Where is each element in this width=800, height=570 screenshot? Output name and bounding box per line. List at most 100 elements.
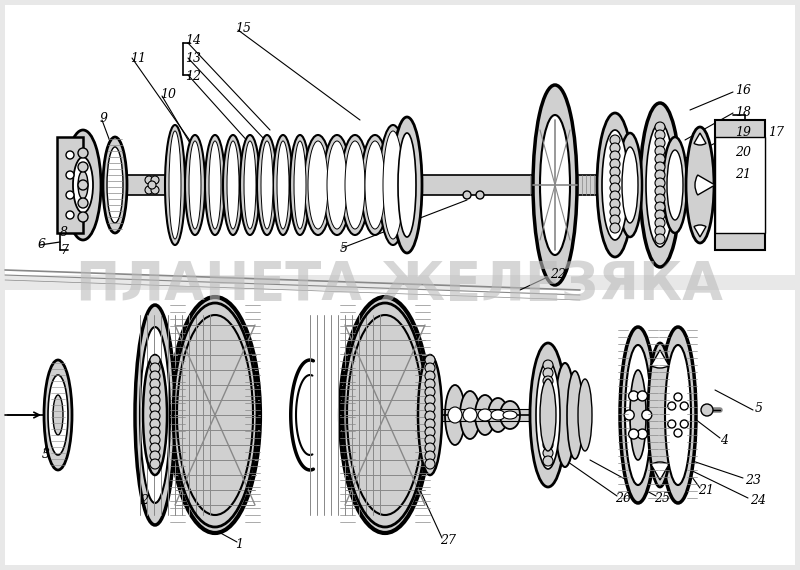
- Ellipse shape: [500, 401, 520, 429]
- Circle shape: [680, 420, 688, 428]
- Ellipse shape: [323, 135, 351, 235]
- Ellipse shape: [365, 141, 385, 229]
- Wedge shape: [651, 350, 669, 368]
- Circle shape: [610, 167, 620, 177]
- Wedge shape: [651, 462, 669, 480]
- Ellipse shape: [530, 343, 566, 487]
- Circle shape: [655, 218, 665, 228]
- Ellipse shape: [540, 379, 556, 451]
- Circle shape: [425, 451, 435, 461]
- Ellipse shape: [491, 410, 505, 420]
- Ellipse shape: [177, 315, 253, 515]
- Ellipse shape: [383, 131, 403, 239]
- Circle shape: [150, 427, 160, 437]
- Text: 20: 20: [735, 146, 751, 160]
- Ellipse shape: [536, 361, 560, 469]
- Ellipse shape: [73, 157, 93, 213]
- Circle shape: [610, 159, 620, 169]
- Ellipse shape: [398, 133, 416, 237]
- Text: 8: 8: [60, 226, 68, 238]
- Text: 3: 3: [42, 449, 50, 462]
- Ellipse shape: [294, 141, 306, 229]
- Ellipse shape: [665, 345, 691, 485]
- FancyBboxPatch shape: [80, 175, 750, 195]
- Ellipse shape: [475, 395, 495, 435]
- Circle shape: [463, 191, 471, 199]
- Text: 14: 14: [185, 34, 201, 47]
- Circle shape: [151, 186, 159, 194]
- Circle shape: [543, 368, 553, 378]
- Circle shape: [150, 371, 160, 381]
- Ellipse shape: [170, 297, 260, 533]
- Ellipse shape: [273, 135, 293, 235]
- Ellipse shape: [135, 305, 175, 525]
- Ellipse shape: [227, 141, 239, 229]
- Circle shape: [425, 355, 435, 365]
- Circle shape: [674, 393, 682, 401]
- Text: 10: 10: [160, 88, 176, 101]
- Ellipse shape: [555, 363, 575, 467]
- Ellipse shape: [205, 135, 225, 235]
- Ellipse shape: [602, 130, 628, 240]
- Ellipse shape: [340, 297, 430, 533]
- Ellipse shape: [445, 385, 465, 445]
- Text: 4: 4: [720, 434, 728, 446]
- Circle shape: [78, 162, 88, 172]
- Text: 21: 21: [735, 168, 751, 181]
- Wedge shape: [694, 225, 706, 237]
- Circle shape: [78, 198, 88, 208]
- Ellipse shape: [392, 117, 422, 253]
- Circle shape: [610, 151, 620, 161]
- Ellipse shape: [345, 141, 365, 229]
- Circle shape: [655, 146, 665, 156]
- Circle shape: [543, 360, 553, 370]
- Circle shape: [655, 162, 665, 172]
- Circle shape: [425, 395, 435, 405]
- Circle shape: [543, 416, 553, 426]
- Circle shape: [150, 379, 160, 389]
- FancyBboxPatch shape: [57, 137, 83, 233]
- Wedge shape: [694, 133, 706, 145]
- Ellipse shape: [209, 141, 221, 229]
- Ellipse shape: [488, 398, 508, 432]
- Circle shape: [543, 408, 553, 418]
- Ellipse shape: [304, 135, 332, 235]
- Ellipse shape: [379, 125, 407, 245]
- Circle shape: [655, 202, 665, 212]
- Circle shape: [150, 451, 160, 461]
- Circle shape: [425, 443, 435, 453]
- Text: 19: 19: [735, 127, 751, 140]
- Circle shape: [655, 170, 665, 180]
- Ellipse shape: [478, 409, 492, 421]
- Circle shape: [150, 435, 160, 445]
- Text: 23: 23: [745, 474, 761, 487]
- Ellipse shape: [460, 391, 480, 439]
- Ellipse shape: [244, 141, 256, 229]
- Ellipse shape: [277, 141, 289, 229]
- Circle shape: [145, 186, 153, 194]
- Circle shape: [674, 429, 682, 437]
- Circle shape: [148, 181, 156, 189]
- Circle shape: [150, 419, 160, 429]
- Circle shape: [543, 424, 553, 434]
- FancyBboxPatch shape: [715, 120, 765, 250]
- Circle shape: [543, 384, 553, 394]
- Ellipse shape: [533, 85, 577, 285]
- Ellipse shape: [418, 355, 442, 475]
- Circle shape: [150, 411, 160, 421]
- Ellipse shape: [686, 127, 714, 243]
- Circle shape: [655, 138, 665, 148]
- Ellipse shape: [578, 379, 592, 451]
- Circle shape: [642, 410, 652, 420]
- Circle shape: [655, 210, 665, 220]
- Circle shape: [629, 391, 638, 401]
- Circle shape: [655, 178, 665, 188]
- Circle shape: [150, 395, 160, 405]
- Circle shape: [610, 143, 620, 153]
- Circle shape: [150, 363, 160, 373]
- Circle shape: [668, 402, 676, 410]
- Circle shape: [610, 191, 620, 201]
- Text: 16: 16: [735, 83, 751, 96]
- Circle shape: [610, 207, 620, 217]
- Text: 6: 6: [38, 238, 46, 251]
